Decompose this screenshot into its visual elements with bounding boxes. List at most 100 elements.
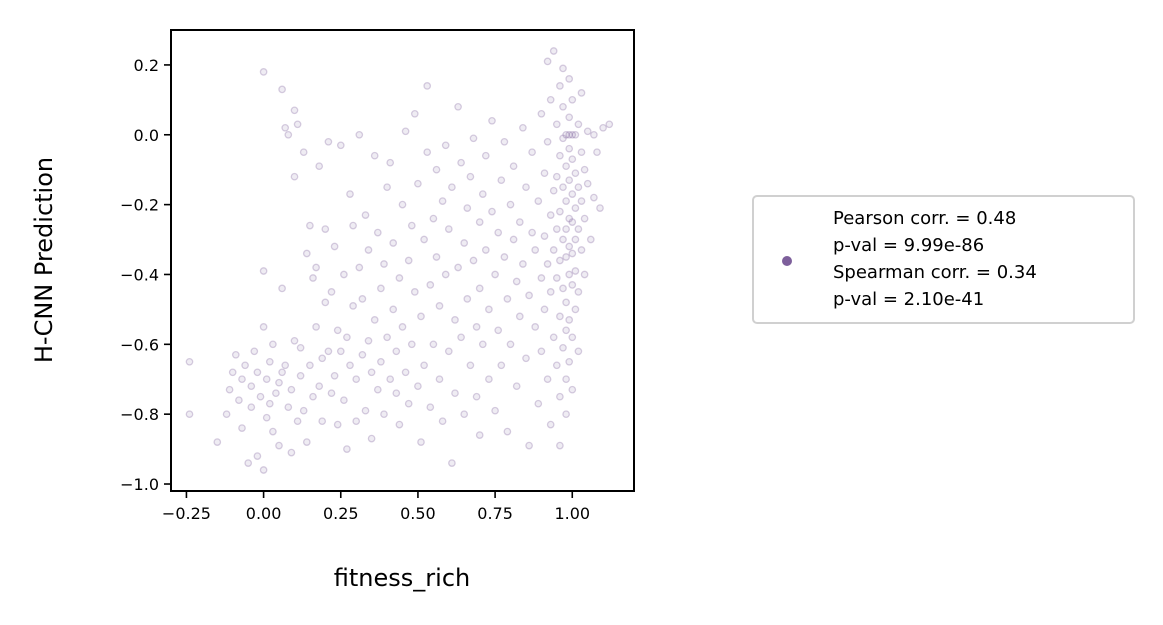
data-point	[463, 295, 472, 303]
legend: Pearson corr. = 0.48 p-val = 9.99e-86 Sp…	[752, 195, 1135, 324]
data-point	[330, 371, 339, 380]
data-point	[290, 106, 299, 115]
data-point	[321, 298, 330, 307]
data-point	[485, 375, 493, 384]
y-tick-label: −0.8	[120, 405, 159, 424]
data-point	[244, 459, 253, 467]
data-point	[247, 382, 256, 391]
data-point	[454, 102, 462, 111]
data-point	[559, 134, 567, 143]
data-point	[265, 357, 274, 366]
data-point	[481, 151, 490, 160]
data-point	[586, 235, 595, 244]
data-point	[241, 361, 249, 370]
data-point	[509, 235, 518, 244]
data-point	[599, 123, 607, 132]
data-point	[352, 375, 361, 384]
data-point	[324, 347, 333, 356]
data-point	[503, 427, 512, 436]
data-point	[497, 176, 506, 185]
data-point	[478, 190, 487, 198]
data-point	[488, 116, 496, 125]
data-point	[364, 246, 373, 254]
data-point	[494, 228, 503, 237]
data-point	[497, 361, 506, 370]
data-point	[448, 459, 456, 467]
data-point	[358, 350, 367, 359]
data-point	[571, 267, 580, 275]
data-point	[451, 316, 459, 324]
data-point	[407, 340, 416, 349]
data-point	[590, 193, 598, 202]
data-point	[494, 326, 503, 335]
data-point	[392, 347, 401, 356]
data-point	[565, 144, 574, 153]
data-point	[543, 57, 552, 66]
data-point	[568, 333, 577, 342]
data-point	[469, 134, 478, 143]
data-point	[562, 253, 570, 261]
legend-line-pearson-pval: p-val = 9.99e-86	[833, 235, 984, 256]
data-point	[389, 305, 398, 314]
data-point	[562, 130, 570, 139]
data-point	[562, 375, 570, 384]
data-point	[336, 347, 345, 356]
data-point	[441, 141, 450, 150]
data-point	[568, 249, 577, 258]
data-point	[546, 420, 555, 429]
data-point	[571, 305, 580, 314]
data-point	[336, 141, 345, 150]
data-point	[269, 340, 277, 349]
data-point	[583, 179, 592, 188]
data-point	[562, 410, 570, 419]
data-point	[472, 392, 481, 401]
data-point	[423, 148, 432, 157]
data-point	[309, 392, 317, 401]
data-point	[355, 130, 364, 139]
data-point	[432, 253, 441, 261]
y-tick-label: −0.2	[120, 196, 159, 215]
legend-line-spearman-pval: p-val = 2.10e-41	[833, 289, 984, 310]
data-point	[574, 183, 583, 192]
data-point	[515, 312, 524, 321]
data-point	[429, 214, 438, 223]
y-tick-label: −0.6	[120, 335, 159, 354]
data-point	[488, 207, 496, 216]
data-point	[333, 420, 342, 429]
data-point	[444, 225, 453, 233]
data-point	[262, 375, 271, 384]
data-point	[278, 85, 286, 94]
data-point	[574, 347, 583, 356]
data-point	[327, 389, 336, 398]
x-tick-label: −0.25	[162, 504, 211, 523]
data-point	[349, 221, 357, 230]
data-point	[556, 256, 564, 265]
data-point	[330, 242, 339, 251]
data-point	[213, 438, 222, 446]
data-point	[556, 82, 564, 90]
data-point	[414, 179, 422, 188]
data-point	[438, 417, 447, 426]
data-point	[485, 305, 493, 314]
x-tick-label: 0.00	[246, 504, 282, 523]
y-tick-label: 0.2	[134, 56, 159, 75]
data-point	[278, 284, 286, 293]
data-point	[540, 169, 549, 178]
data-point	[272, 389, 280, 398]
data-point	[281, 361, 290, 370]
data-point	[293, 120, 302, 129]
legend-line-pearson: Pearson corr. = 0.48	[833, 208, 1016, 229]
data-point	[259, 267, 268, 275]
y-tick-label: −0.4	[120, 265, 159, 284]
data-point	[543, 260, 552, 268]
data-point	[559, 284, 567, 293]
data-point	[265, 399, 274, 408]
data-point	[565, 270, 574, 279]
data-point	[451, 389, 459, 398]
data-point	[525, 441, 533, 450]
data-point	[296, 371, 305, 380]
data-point	[534, 197, 543, 205]
data-point	[574, 288, 583, 296]
data-point	[373, 385, 382, 394]
data-point	[546, 211, 555, 219]
